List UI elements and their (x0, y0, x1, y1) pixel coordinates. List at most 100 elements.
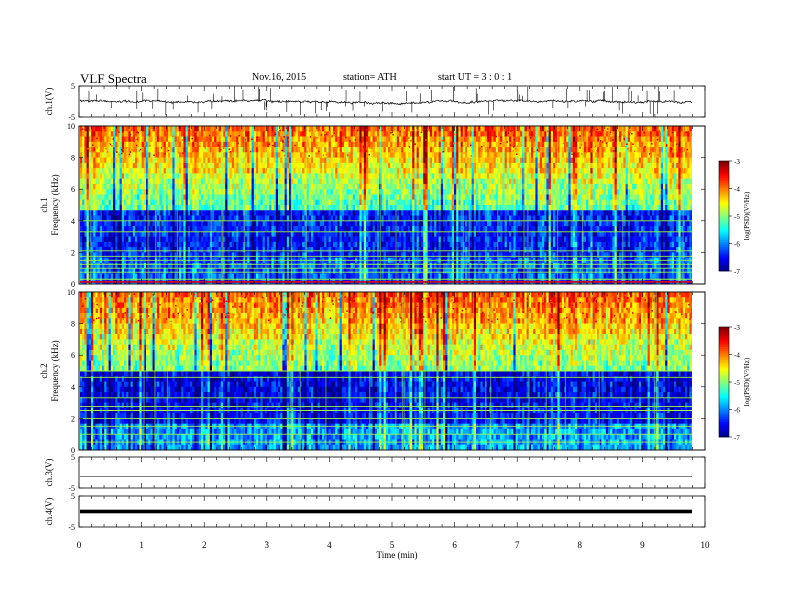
spectrogram-cell (443, 183, 446, 190)
spectrogram-cell (80, 173, 83, 179)
spectrogram-cell (636, 131, 640, 137)
spectrogram-cell (223, 136, 226, 143)
spectrogram-cell (97, 183, 101, 190)
spectrogram-cell (546, 210, 549, 216)
spectrogram-cell (504, 141, 508, 148)
spectrogram-cell (416, 168, 420, 174)
spectrogram-cell (207, 136, 211, 143)
spectrogram-cell (110, 157, 114, 164)
spectrogram-cell (236, 194, 239, 201)
spectrogram-cell (154, 126, 158, 132)
spectrogram-cell (121, 173, 125, 179)
spectrogram-cell (148, 136, 151, 143)
spectrogram-cell (612, 152, 615, 158)
spectrogram-cell (108, 131, 112, 137)
spectrogram-cell (493, 183, 497, 190)
spectrogram-cell (423, 199, 426, 206)
spectrogram-cell (396, 199, 400, 206)
spectrogram-cell (170, 173, 173, 179)
spectrogram-cell (616, 189, 620, 195)
spectrogram-cell (282, 173, 285, 179)
spectrogram-cell (685, 152, 688, 158)
spectrogram-cell (471, 126, 475, 132)
spectrogram-cell (240, 194, 244, 201)
spectrogram-cell (346, 173, 349, 179)
spectrogram-cell (291, 194, 294, 201)
spectrogram-cell (671, 205, 675, 211)
spectrogram-cell (478, 194, 481, 201)
spectrogram-cell (636, 136, 640, 143)
spectrogram-cell (159, 157, 162, 164)
spectrogram-cell (557, 141, 560, 148)
spectrogram-cell (513, 199, 516, 206)
spectrogram-cell (348, 205, 351, 211)
spectrogram-cell (478, 141, 481, 148)
spectrogram-cell (225, 173, 228, 179)
spectrogram-cell (82, 183, 85, 190)
spectrogram-cell (572, 189, 576, 195)
spectrogram-cell (421, 147, 424, 153)
spectrogram-cell (605, 173, 609, 179)
spectrogram-cell (231, 147, 235, 153)
spectrogram-cell (511, 131, 514, 137)
spectrogram-cell (113, 136, 116, 143)
spectrogram-cell (526, 205, 530, 211)
spectrogram-cell (623, 126, 626, 132)
spectrogram-cell (350, 215, 354, 222)
spectrogram-cell (352, 183, 356, 190)
spectrogram-cell (423, 141, 426, 148)
spectrogram-cell (432, 168, 435, 174)
spectrogram-cell (269, 194, 272, 201)
spectrogram-cell (159, 162, 162, 169)
spectrogram-cell (616, 178, 620, 185)
spectrogram-cell (421, 215, 424, 222)
spectrogram-cell (467, 126, 470, 132)
spectrogram-cell (264, 168, 268, 174)
spectrogram-cell (377, 189, 380, 195)
spectrogram-cell (412, 178, 415, 185)
spectrogram-cell (141, 162, 145, 169)
spectrogram-cell (597, 178, 600, 185)
spectrogram-cell (678, 162, 681, 169)
spectrogram-cell (337, 152, 340, 158)
spectrogram-cell (212, 141, 215, 148)
spectrogram-cell (465, 162, 468, 169)
spectrogram-cell (678, 210, 681, 216)
spectrogram-cell (326, 162, 329, 169)
spectrogram-cell (119, 157, 123, 164)
spectrogram-cell (506, 126, 510, 132)
spectrogram-cell (143, 210, 147, 216)
spectrogram-cell (135, 162, 138, 169)
spectrogram-cell (405, 162, 409, 169)
spectrogram-cell (242, 178, 246, 185)
spectrogram-cell (203, 152, 206, 158)
spectrogram-cell (456, 194, 459, 201)
spectrogram-cell (88, 136, 92, 143)
spectrogram-cell (544, 126, 547, 132)
spectrogram-cell (528, 136, 532, 143)
spectrogram-cell (291, 205, 294, 211)
spectrogram-cell (344, 194, 347, 201)
spectrogram-cell (295, 157, 299, 164)
spectrogram-cell (205, 199, 208, 206)
spectrogram-cell (522, 147, 525, 153)
spectrogram-cell (473, 183, 477, 190)
spectrogram-cell (205, 126, 208, 132)
spectrogram-cell (473, 178, 477, 185)
spectrogram-cell (416, 147, 420, 153)
spectrogram-cell (304, 147, 307, 153)
spectrogram-cell (214, 157, 217, 164)
spectrogram-cell (407, 152, 411, 158)
spectrogram-cell (498, 205, 501, 211)
spectrogram-cell (192, 189, 195, 195)
spectrogram-cell (559, 131, 563, 137)
spectrogram-cell (236, 131, 239, 137)
spectrogram-cell (414, 199, 417, 206)
spectrogram-cell (275, 136, 279, 143)
spectrogram-cell (203, 183, 206, 190)
spectrogram-cell (84, 131, 87, 137)
spectrogram-cell (311, 189, 314, 195)
spectrogram-cell (295, 194, 299, 201)
spectrogram-cell (374, 194, 378, 201)
spectrogram-cell (520, 183, 523, 190)
